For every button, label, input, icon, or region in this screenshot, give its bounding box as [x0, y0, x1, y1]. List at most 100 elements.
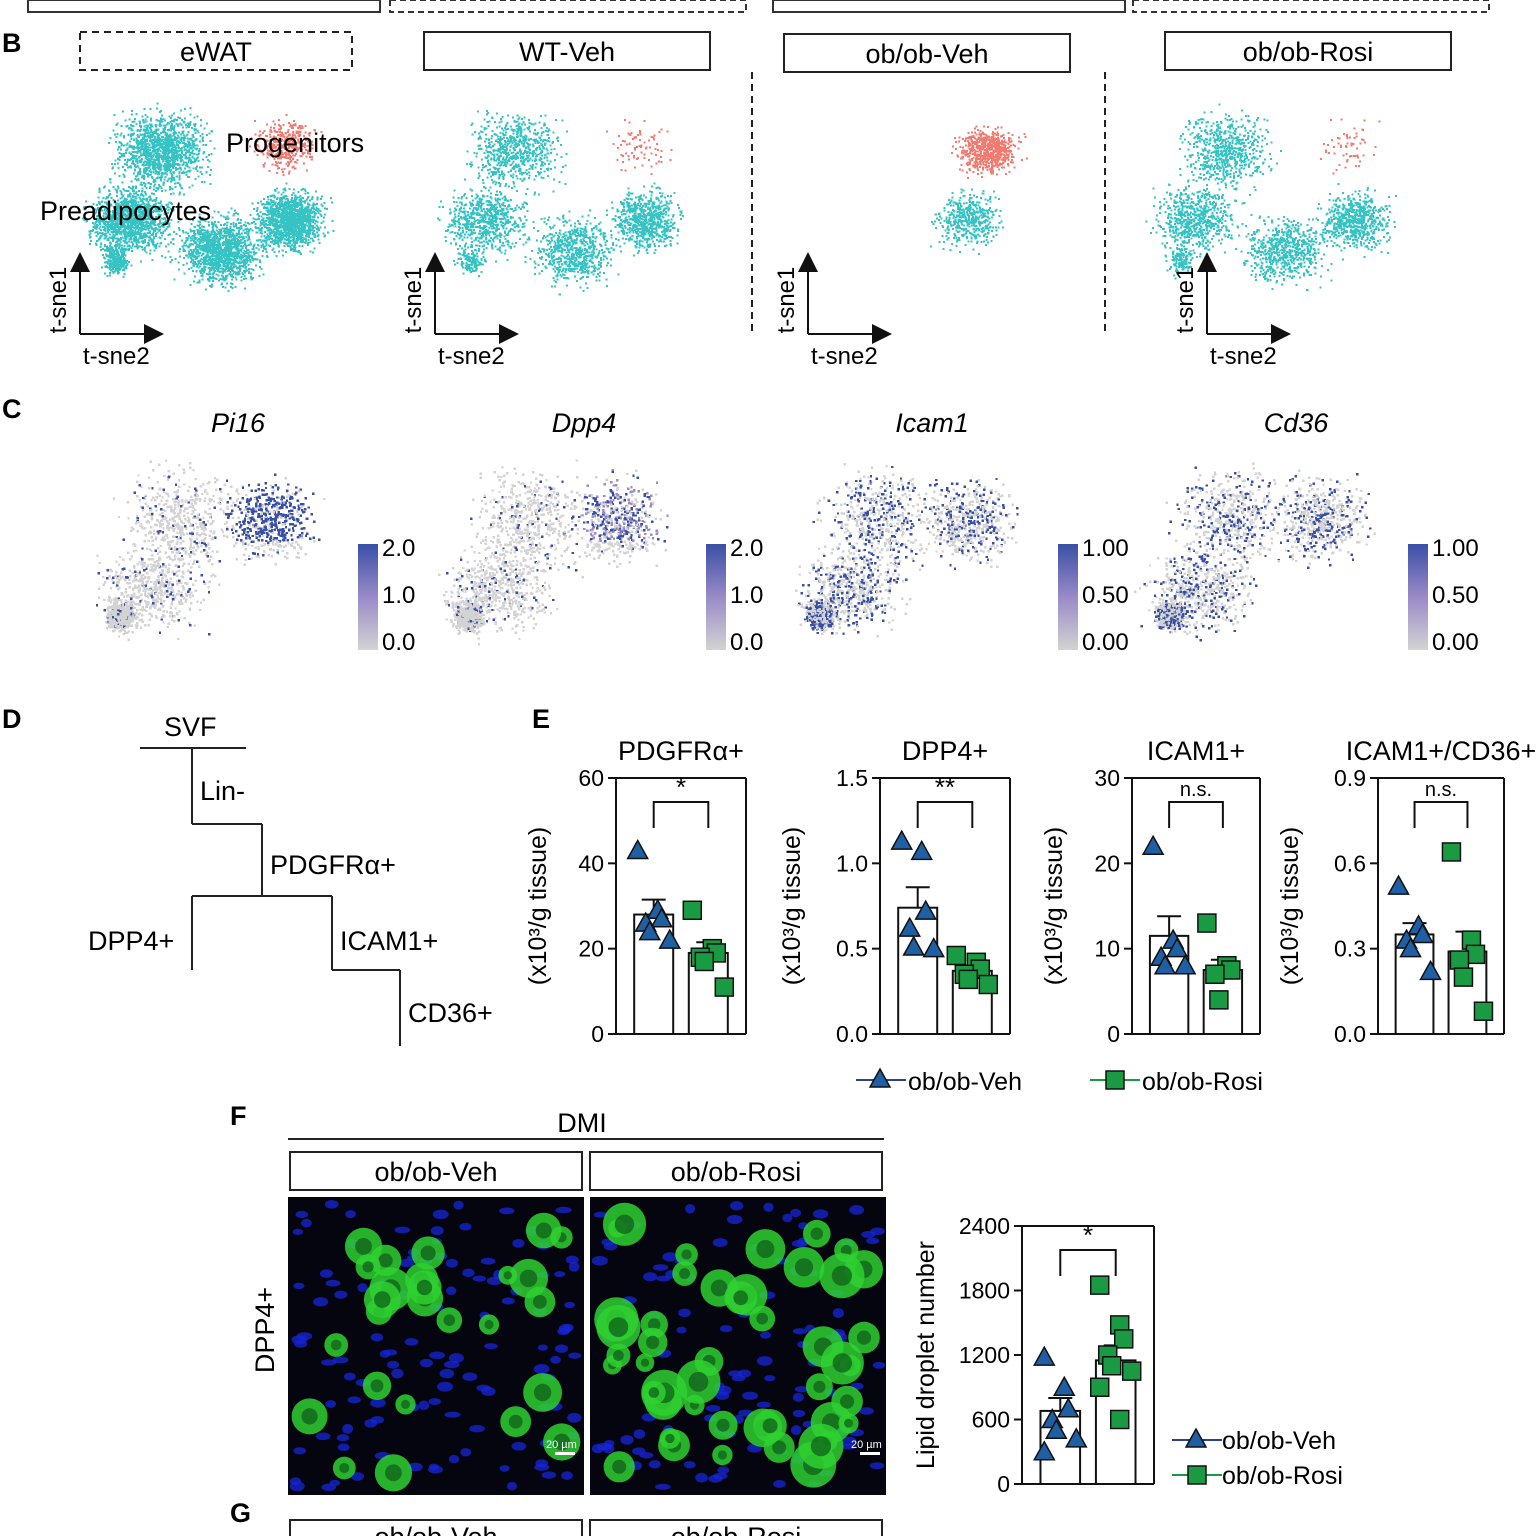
tsne-dot: [238, 261, 240, 263]
tsne-dot: [124, 240, 126, 242]
tsne-dot: [233, 264, 235, 266]
tsne-dot: [114, 163, 116, 165]
tsne-dot: [213, 272, 215, 274]
tsne-dot: [159, 123, 161, 125]
tsne-dot: [322, 220, 324, 222]
tsne-dot: [149, 147, 151, 149]
tsne-dot: [235, 266, 237, 268]
tsne-dot: [147, 151, 149, 153]
tsne-dot: [209, 276, 211, 278]
tsne-dot: [135, 141, 137, 143]
tsne-dot: [305, 206, 307, 208]
tsne-dot: [235, 273, 237, 275]
tsne-dot: [135, 236, 137, 238]
tsne-dot: [147, 146, 149, 148]
tsne-dot: [255, 226, 257, 228]
tsne-dot: [120, 241, 122, 243]
tsne-dot: [231, 243, 233, 245]
tsne-dot: [186, 122, 188, 124]
tsne-dot: [150, 125, 152, 127]
tsne-dot: [126, 162, 128, 164]
tsne-dot: [205, 144, 207, 146]
tsne-dot: [170, 169, 172, 171]
tsne-dot: [152, 168, 154, 170]
tsne-dot: [150, 226, 152, 228]
tsne-dot: [278, 251, 280, 253]
tsne-dot: [162, 226, 164, 228]
tsne-dot: [151, 147, 153, 149]
tsne-dot: [237, 213, 239, 215]
tsne-dot: [186, 263, 188, 265]
tsne-dot: [165, 135, 167, 137]
tsne-dot: [199, 167, 201, 169]
tsne-dot: [210, 183, 212, 185]
tsne-dot: [201, 173, 203, 175]
tsne-dot: [201, 232, 203, 234]
tsne-dot: [141, 229, 143, 231]
tsne-dot: [129, 233, 131, 235]
tsne-dot: [142, 137, 144, 139]
tsne-dot: [211, 266, 213, 268]
tsne-dot: [235, 241, 237, 243]
tsne-dot: [162, 166, 164, 168]
tsne-dot: [218, 260, 220, 262]
tsne-dot: [141, 181, 143, 183]
tsne-dot: [190, 231, 192, 233]
tsne-dot: [179, 248, 181, 250]
tsne-dot: [163, 118, 165, 120]
tsne-dot: [240, 261, 242, 263]
tsne-dot: [179, 177, 181, 179]
tsne-dot: [243, 255, 245, 257]
tsne-dot: [162, 184, 164, 186]
tsne-dot: [179, 235, 181, 237]
tsne-dot: [139, 238, 141, 240]
tsne-dot: [158, 229, 160, 231]
tsne-dot: [201, 181, 203, 183]
tsne-dot: [147, 226, 149, 228]
tsne-dot: [113, 186, 115, 188]
tsne-dot: [149, 232, 151, 234]
tsne-dot: [134, 233, 136, 235]
tsne-dot: [173, 231, 175, 233]
tsne-dot: [190, 261, 192, 263]
tsne-dot: [214, 231, 216, 233]
tsne-dot: [248, 249, 250, 251]
tsne-dot: [177, 135, 179, 137]
tsne-dot: [190, 237, 192, 239]
tsne-dot: [163, 182, 165, 184]
tsne-dot: [135, 161, 137, 163]
tsne-dot: [111, 237, 113, 239]
tsne-dot: [133, 163, 135, 165]
tsne-dot: [141, 227, 143, 229]
tsne-dot: [204, 181, 206, 183]
tsne-dot: [142, 141, 144, 143]
tsne-dot: [200, 260, 202, 262]
tsne-dot: [184, 137, 186, 139]
tsne-dot: [178, 269, 180, 271]
tsne-dot: [200, 263, 202, 265]
tsne-dot: [203, 128, 205, 130]
tsne-dot: [228, 290, 230, 292]
tsne-dot: [114, 244, 116, 246]
tsne-dot: [161, 169, 163, 171]
tsne-dot: [185, 157, 187, 159]
tsne-dot: [177, 168, 179, 170]
tsne-dot: [157, 243, 159, 245]
tsne-dot: [159, 246, 161, 248]
tsne-dot: [124, 226, 126, 228]
tsne-dot: [160, 125, 162, 127]
tsne-dot: [240, 219, 242, 221]
tsne-dot: [114, 133, 116, 135]
tsne-dot: [199, 252, 201, 254]
tsne-dot: [246, 262, 248, 264]
tsne-dot: [160, 164, 162, 166]
tsne-dot: [144, 168, 146, 170]
tsne-dot: [235, 223, 237, 225]
tsne-dot: [155, 132, 157, 134]
tsne-dot: [189, 107, 191, 109]
tsne-dot: [173, 163, 175, 165]
tsne-dot: [162, 161, 164, 163]
tsne-dot: [311, 198, 313, 200]
tsne-dot: [232, 229, 234, 231]
tsne-dot: [179, 167, 181, 169]
